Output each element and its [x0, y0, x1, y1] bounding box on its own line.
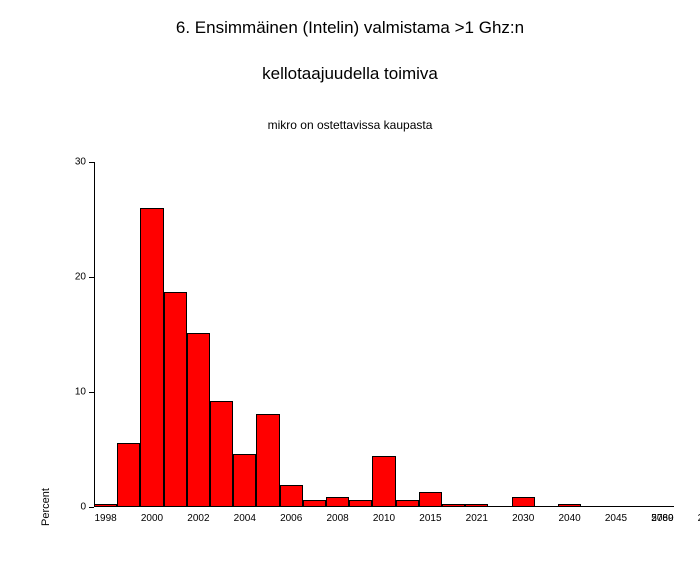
bar — [94, 504, 117, 507]
bar — [210, 401, 233, 507]
bar — [303, 500, 326, 507]
bar — [326, 497, 349, 507]
x-tick-label: 2045 — [605, 513, 627, 524]
bar — [187, 333, 210, 507]
y-tick-mark — [89, 392, 94, 393]
y-axis-label: Percent — [40, 488, 52, 526]
x-tick-label: 2040 — [558, 513, 580, 524]
bar — [396, 500, 419, 507]
bar — [164, 292, 187, 507]
bar — [280, 485, 303, 507]
bar — [256, 414, 279, 507]
x-tick-label: 2008 — [326, 513, 348, 524]
chart-page: 6. Ensimmäinen (Intelin) valmistama >1 G… — [0, 0, 700, 561]
bar — [140, 208, 163, 507]
bar — [558, 504, 581, 507]
y-tick-label: 20 — [64, 272, 86, 283]
x-tick-label: 1998 — [94, 513, 116, 524]
x-tick-label: 2010 — [373, 513, 395, 524]
y-tick-label: 10 — [64, 387, 86, 398]
chart-title-line2: kellotaajuudella toimiva — [0, 64, 700, 84]
chart-subtitle: mikro on ostettavissa kaupasta — [0, 118, 700, 132]
bar — [372, 456, 395, 507]
x-tick-label: 2004 — [234, 513, 256, 524]
chart-title-line1: 6. Ensimmäinen (Intelin) valmistama >1 G… — [0, 18, 700, 38]
y-tick-mark — [89, 507, 94, 508]
x-tick-label: 2002 — [187, 513, 209, 524]
x-tick-label: 2015 — [419, 513, 441, 524]
bar — [442, 504, 465, 507]
y-tick-label: 30 — [64, 157, 86, 168]
bar — [419, 492, 442, 507]
chart-plot-area: 0102030199820002002200420062008201020152… — [94, 162, 674, 507]
bar — [233, 454, 256, 507]
bar — [349, 500, 372, 507]
bar — [465, 504, 488, 507]
x-tick-label: 2006 — [280, 513, 302, 524]
y-tick-label: 0 — [64, 502, 86, 513]
y-tick-mark — [89, 277, 94, 278]
y-tick-mark — [89, 162, 94, 163]
x-tick-label: 2030 — [512, 513, 534, 524]
bar — [117, 443, 140, 507]
x-tick-label: 2000 — [141, 513, 163, 524]
bar — [512, 497, 535, 507]
x-tick-label: 5789 — [651, 513, 673, 524]
x-tick-label: 2021 — [466, 513, 488, 524]
